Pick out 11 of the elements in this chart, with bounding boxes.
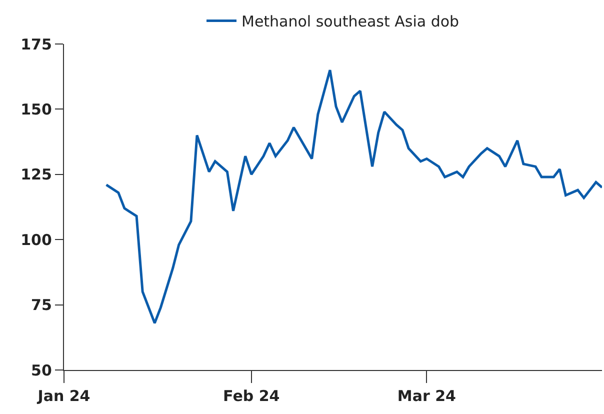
x-tick-label: Jan 24: [36, 387, 90, 406]
y-tick-label: 100: [20, 230, 52, 249]
y-tick-label: 50: [31, 361, 52, 380]
line-series: [105, 68, 602, 324]
y-tick-label: 125: [20, 166, 52, 184]
x-tick-label: Feb 24: [223, 387, 280, 406]
y-tick-label: 175: [20, 35, 52, 54]
y-tick-label: 75: [31, 296, 52, 314]
x-tick-label: Mar 24: [397, 387, 456, 406]
legend-label: Methanol southeast Asia dob: [242, 12, 460, 31]
y-tick-label: 150: [20, 100, 52, 118]
